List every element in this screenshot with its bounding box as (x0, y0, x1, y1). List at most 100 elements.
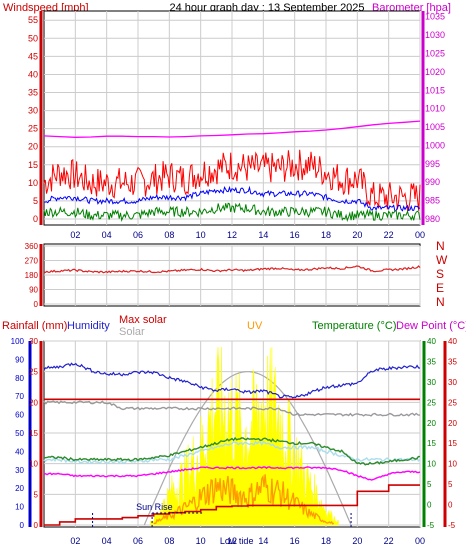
wind-x-tick: 14 (258, 230, 268, 240)
temperature-y-tick: 40 (427, 337, 436, 346)
wind-x-tick: 16 (290, 230, 300, 240)
dewpoint-y-tick: 20 (448, 419, 457, 428)
wind-y-tick: 40 (28, 69, 38, 79)
wind-average-line (43, 185, 421, 212)
humidity-y-tick: 0 (20, 521, 25, 530)
wind-x-tick: 08 (164, 230, 174, 240)
wind-x-tick: 00 (415, 230, 425, 240)
barometer-y-tick: 1010 (425, 104, 445, 114)
dewpoint-y-tick: 5 (448, 480, 453, 489)
wind-gust-line (43, 149, 421, 213)
temperature-y-tick: 30 (427, 378, 436, 387)
dewpoint-y-tick: 15 (448, 439, 457, 448)
dewpoint-label: Dew Point (°C) (396, 320, 466, 332)
rainfall-label: Rainfall (mm) (2, 320, 67, 332)
barometer-y-tick: 1020 (425, 67, 445, 77)
rain-y-tick: 30 (29, 337, 38, 346)
temperature-y-tick: -5 (427, 521, 435, 530)
max-solar-label: Max solar (119, 314, 167, 326)
rain-x-tick: 10 (196, 536, 206, 546)
wind-x-tick: 06 (133, 230, 143, 240)
humidity-y-tick: 60 (15, 411, 24, 420)
solar-label: Solar (119, 326, 145, 338)
wind-y-tick: 50 (28, 33, 38, 43)
barometer-y-tick: 1005 (425, 122, 445, 132)
rain-x-tick: 18 (321, 536, 331, 546)
temperature-y-tick: 35 (427, 357, 436, 366)
wind-plot: 0510152025303540455055980985990995100010… (28, 11, 445, 240)
temperature-y-tick: 15 (427, 439, 436, 448)
rain-x-tick: 16 (290, 536, 300, 546)
solar-flat-line (43, 400, 421, 417)
rain-x-tick: 08 (164, 536, 174, 546)
wind-y-tick: 20 (28, 142, 38, 152)
wind-y-tick: 0 (33, 214, 38, 224)
barometer-y-tick: 990 (425, 177, 440, 187)
dewpoint-y-tick: 10 (448, 460, 457, 469)
direction-y-tick: 360 (25, 242, 39, 251)
rainfall-total-line (44, 484, 420, 526)
wind-y-tick: 10 (28, 178, 38, 188)
temperature-y-tick: 25 (427, 398, 436, 407)
compass-label: S (436, 267, 444, 281)
barometer-y-tick: 995 (425, 159, 440, 169)
dewpoint-y-tick: 0 (448, 501, 453, 510)
barometer-y-tick: 980 (425, 214, 440, 224)
direction-y-tick: 0 (34, 300, 39, 309)
compass-label: N (436, 295, 445, 309)
direction-y-tick: 180 (25, 271, 39, 280)
feels-like-line (43, 440, 421, 465)
wind-y-tick: 55 (28, 15, 38, 25)
dewpoint-y-tick: 40 (448, 337, 457, 346)
compass-label: E (436, 281, 444, 295)
compass-label: N (436, 239, 445, 253)
humidity-y-tick: 40 (15, 447, 24, 456)
direction-line (43, 265, 421, 274)
rain-y-tick: 5 (34, 490, 39, 499)
barometer-y-tick: 1015 (425, 85, 445, 95)
direction-y-tick: 90 (29, 286, 38, 295)
rain-x-tick: 06 (133, 536, 143, 546)
rain-y-tick: 0 (34, 521, 39, 530)
humidity-y-tick: 50 (15, 429, 24, 438)
wind-x-tick: 18 (321, 230, 331, 240)
wind-x-tick: 22 (384, 230, 394, 240)
rain-y-tick: 20 (29, 398, 38, 407)
rain-y-tick: 15 (29, 429, 38, 438)
dewpoint-y-tick: 35 (448, 357, 457, 366)
temperature-label: Temperature (°C) (312, 320, 396, 332)
wind-x-tick: 02 (70, 230, 80, 240)
humidity-y-tick: 30 (15, 466, 24, 475)
dewpoint-y-tick: -5 (448, 521, 456, 530)
rain-x-tick: 00 (415, 536, 425, 546)
rain-x-tick: 20 (352, 536, 362, 546)
rain-x-tick: 12 (227, 536, 237, 546)
direction-y-tick: 270 (25, 257, 39, 266)
wind-x-tick: 12 (227, 230, 237, 240)
sunrise-label: Sun Rise (136, 502, 173, 512)
wind-y-tick: 35 (28, 88, 38, 98)
low-tide-label: Low tide (220, 536, 254, 546)
rain-x-tick: 22 (384, 536, 394, 546)
wind-x-tick: 20 (352, 230, 362, 240)
humidity-y-tick: 100 (11, 337, 25, 346)
rain-x-tick: 02 (70, 536, 80, 546)
temperature-y-tick: 10 (427, 460, 436, 469)
barometer-y-tick: 1035 (425, 12, 445, 22)
humidity-y-tick: 80 (15, 374, 24, 383)
barometer-y-tick: 1025 (425, 48, 445, 58)
uv-line (153, 474, 335, 525)
barometer-line (43, 120, 421, 138)
rain-temp-plot: 0102030405060708090100051015202530-50510… (11, 337, 458, 546)
barometer-y-tick: 1000 (425, 140, 445, 150)
rain-y-tick: 10 (29, 460, 38, 469)
rain-x-tick: 04 (102, 536, 112, 546)
dewpoint-y-tick: 25 (448, 398, 457, 407)
barometer-y-tick: 985 (425, 196, 440, 206)
barometer-y-tick: 1030 (425, 30, 445, 40)
uv-label: UV (247, 320, 263, 332)
rain-y-tick: 25 (29, 368, 38, 377)
humidity-y-tick: 20 (15, 484, 24, 493)
